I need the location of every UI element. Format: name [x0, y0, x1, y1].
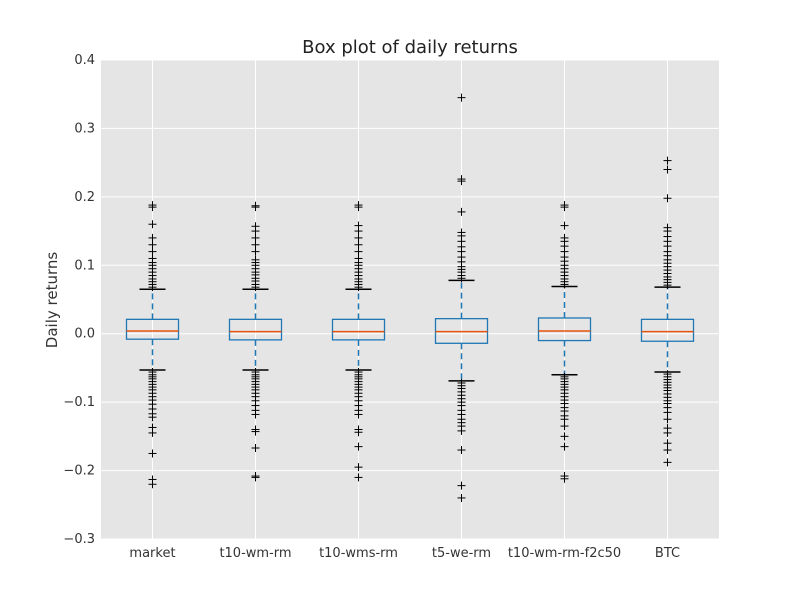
outlier-point: [560, 432, 569, 441]
y-tick-label: 0.3: [74, 121, 95, 136]
x-axis-ticks: market t10-wm-rm t10-wms-rm t5-we-rm t10-wm-…: [129, 546, 680, 561]
box-BTC: [640, 156, 695, 467]
outlier-point: [148, 254, 157, 263]
x-tick-label: market: [129, 546, 175, 561]
y-tick-label: 0.0: [74, 327, 95, 342]
x-tick-label: BTC: [655, 546, 680, 561]
outlier-point: [251, 443, 260, 452]
outlier-point: [663, 446, 672, 455]
outlier-point: [663, 194, 672, 203]
iqr-box: [331, 318, 386, 341]
y-tick-label: −0.1: [63, 395, 95, 410]
plot-area: [101, 60, 719, 539]
outlier-point: [663, 439, 672, 448]
outlier-point: [354, 410, 363, 419]
outlier-point: [457, 207, 466, 216]
outlier-point: [560, 474, 569, 483]
outlier-point: [663, 458, 672, 467]
outlier-point: [148, 233, 157, 242]
outlier-point: [354, 442, 363, 451]
outlier-point: [148, 428, 157, 437]
y-axis-label: Daily returns: [43, 252, 61, 349]
gridlines: [101, 59, 719, 540]
outlier-point: [560, 415, 569, 424]
outlier-point: [663, 223, 672, 232]
y-tick-label: 0.1: [74, 258, 95, 273]
outlier-point: [251, 410, 260, 419]
outlier-point: [560, 233, 569, 242]
outlier-point: [354, 428, 363, 437]
outlier-point: [148, 449, 157, 458]
iqr-box: [640, 318, 695, 342]
outlier-point: [148, 201, 157, 210]
chart-title: Box plot of daily returns: [302, 37, 518, 58]
outlier-point: [148, 247, 157, 256]
outlier-point: [354, 463, 363, 472]
iqr-box: [228, 318, 283, 341]
outlier-point: [560, 221, 569, 230]
outlier-point: [663, 415, 672, 424]
outlier-point: [354, 240, 363, 249]
outlier-point: [663, 408, 672, 417]
y-tick-label: 0.2: [74, 190, 95, 205]
outlier-point: [354, 254, 363, 263]
box-market: [125, 201, 180, 489]
outlier-point: [251, 240, 260, 249]
outlier-point: [251, 427, 260, 436]
outlier-point: [354, 201, 363, 210]
outlier-point: [560, 201, 569, 210]
outlier-point: [457, 426, 466, 435]
outlier-point: [251, 247, 260, 256]
outlier-point: [663, 428, 672, 437]
iqr-box: [125, 318, 180, 340]
box-t10-wm-rm-f2c50: [537, 201, 592, 483]
outlier-point: [148, 220, 157, 229]
outlier-point: [251, 233, 260, 242]
iqr-box: [537, 317, 592, 342]
box-series-group: [125, 93, 695, 502]
outlier-point: [354, 221, 363, 230]
outlier-point: [663, 165, 672, 174]
outlier-point: [354, 233, 363, 242]
outlier-point: [251, 222, 260, 231]
y-tick-label: 0.4: [74, 53, 95, 68]
outlier-point: [457, 493, 466, 502]
outlier-point: [148, 480, 157, 489]
y-axis-ticks: −0.3 −0.2 −0.1 0.0 0.1 0.2 0.3 0.4: [63, 53, 95, 547]
outlier-point: [354, 473, 363, 482]
x-tick-label: t5-we-rm: [432, 546, 491, 561]
box-t10-wm-rm: [228, 201, 283, 482]
outlier-point: [457, 446, 466, 455]
outlier-point: [148, 240, 157, 249]
outlier-point: [457, 175, 466, 184]
x-tick-label: t10-wm-rm: [219, 546, 291, 561]
y-tick-label: −0.2: [63, 464, 95, 479]
outlier-point: [251, 255, 260, 264]
x-tick-label: t10-wm-rm-f2c50: [508, 546, 621, 561]
outlier-point: [560, 422, 569, 431]
outlier-point: [251, 473, 260, 482]
outlier-point: [251, 201, 260, 210]
outlier-point: [457, 228, 466, 237]
outlier-point: [663, 156, 672, 165]
box-t10-wms-rm: [331, 201, 386, 482]
outlier-point: [148, 413, 157, 422]
box-t5-we-rm: [434, 93, 489, 502]
outlier-point: [560, 442, 569, 451]
y-tick-label: −0.3: [63, 532, 95, 547]
outlier-point: [457, 481, 466, 490]
outlier-point: [457, 93, 466, 102]
x-tick-label: t10-wms-rm: [319, 546, 398, 561]
outlier-point: [354, 247, 363, 256]
